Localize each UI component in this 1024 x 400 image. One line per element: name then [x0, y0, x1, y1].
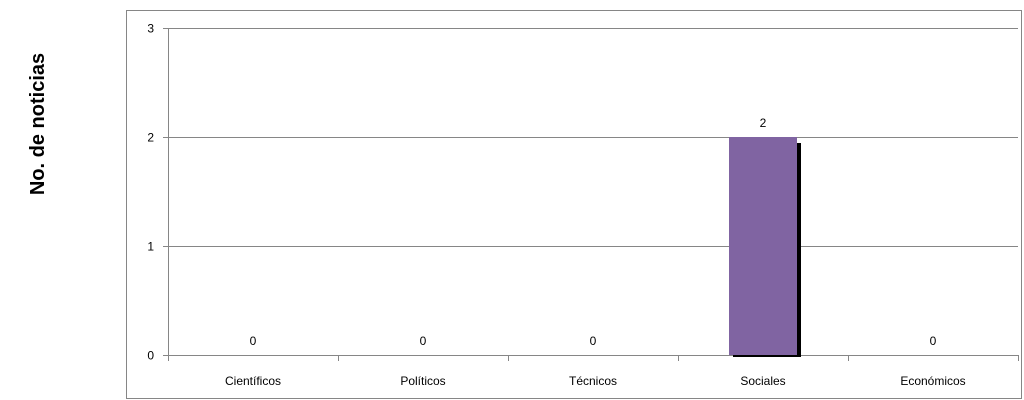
gridlines [168, 28, 1018, 247]
data-label: 0 [250, 334, 257, 348]
x-category-label: Políticos [400, 374, 445, 388]
chart-area-border [126, 10, 1022, 399]
y-tick-label: 3 [147, 22, 154, 36]
data-labels: 0 0 0 2 0 [250, 116, 937, 348]
bars [729, 137, 801, 357]
data-label: 0 [930, 334, 937, 348]
y-axis-title: No. de noticias [27, 53, 49, 195]
x-category-label: Científicos [225, 374, 281, 388]
data-label: 2 [760, 116, 767, 130]
y-tick-label: 2 [147, 131, 154, 145]
y-tick-label: 1 [147, 240, 154, 254]
y-tick-label: 0 [147, 349, 154, 363]
data-label: 0 [590, 334, 597, 348]
x-category-label: Económicos [900, 374, 965, 388]
data-label: 0 [420, 334, 427, 348]
x-category-label: Sociales [740, 374, 785, 388]
bar [729, 137, 797, 355]
x-category-label: Técnicos [569, 374, 617, 388]
axes: 0 1 2 3 Científicos Políticos Técnicos Sociales… [147, 22, 1019, 388]
